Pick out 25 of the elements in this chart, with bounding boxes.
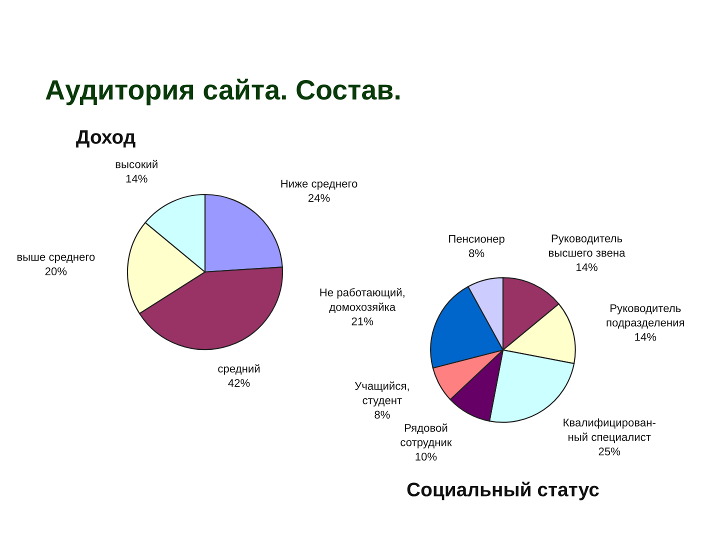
- chart-title: Доход: [76, 130, 136, 148]
- slice-label: Пенсионер: [449, 235, 504, 245]
- data-label: 21%: [352, 317, 374, 326]
- data-label: 14%: [635, 333, 656, 341]
- slice-label: Руководитель подразделения: [606, 304, 684, 329]
- slice-label: Квалифицирован- ный специалист: [564, 418, 656, 444]
- slice-label: Рядовой сотрудник: [400, 423, 452, 448]
- data-label: 20%: [45, 267, 67, 276]
- slice-label: Не работающий, домохозяйка: [320, 288, 404, 314]
- data-label: 42%: [228, 379, 250, 387]
- text: Социальный статус: [407, 482, 599, 500]
- data-label: 8%: [469, 249, 484, 258]
- slice-label: Ниже среднего: [281, 180, 358, 190]
- text: Аудитория сайта. Состав.: [46, 78, 400, 106]
- data-label: 24%: [308, 194, 330, 202]
- slice-label: средний: [218, 364, 260, 375]
- slice-label: выше среднего: [17, 254, 95, 264]
- slice-label: высокий: [116, 160, 158, 168]
- data-label: 14%: [126, 174, 148, 183]
- slice-label: Руководитель высшего звена: [549, 234, 626, 257]
- data-label: 8%: [374, 410, 390, 419]
- data-label: 25%: [598, 448, 620, 456]
- slice-label: Учащийся, студент: [354, 382, 409, 406]
- data-label: 14%: [576, 263, 598, 272]
- data-label: 10%: [416, 452, 437, 461]
